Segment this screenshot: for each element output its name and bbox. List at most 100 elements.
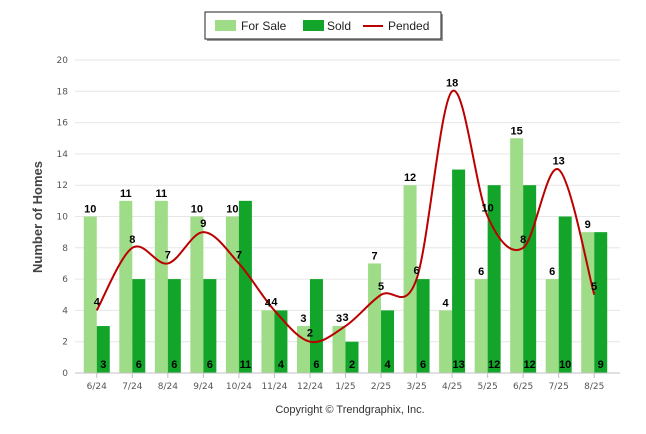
bar-sold — [167, 279, 181, 373]
x-tick-label: 3/25 — [406, 382, 426, 392]
x-tick-label: 10/24 — [226, 382, 252, 392]
data-label-pended: 7 — [165, 249, 171, 261]
data-label-for-sale: 4 — [265, 297, 272, 309]
data-label-for-sale: 6 — [478, 266, 484, 278]
bar-sold — [416, 279, 430, 373]
data-label-sold: 3 — [100, 359, 106, 371]
legend-label-pended: Pended — [388, 19, 429, 33]
data-label-sold: 12 — [524, 359, 536, 371]
bar-sold — [238, 200, 252, 373]
data-label-sold: 6 — [136, 359, 142, 371]
x-tick-label: 4/25 — [442, 382, 462, 392]
y-tick-label: 20 — [57, 56, 69, 66]
y-tick-label: 10 — [57, 213, 69, 223]
x-tick-label: 9/24 — [193, 382, 213, 392]
bar-for-sale — [119, 200, 133, 373]
y-tick-label: 2 — [62, 338, 68, 348]
bar-for-sale — [368, 263, 382, 373]
y-tick-label: 12 — [57, 181, 68, 191]
bar-for-sale — [474, 279, 488, 373]
x-tick-label: 8/24 — [158, 382, 178, 392]
data-label-pended: 5 — [591, 281, 597, 293]
x-tick-label: 11/24 — [261, 382, 287, 392]
data-label-sold: 6 — [313, 359, 319, 371]
bar-for-sale — [403, 185, 417, 373]
bar-sold — [558, 216, 572, 373]
y-tick-label: 0 — [62, 369, 68, 379]
data-label-pended: 13 — [553, 156, 565, 168]
bar-for-sale — [510, 138, 524, 373]
data-label-pended: 4 — [94, 296, 101, 308]
legend-swatch-sold — [303, 20, 324, 31]
data-label-sold: 6 — [171, 359, 177, 371]
data-label-for-sale: 10 — [226, 204, 238, 216]
data-label-pended: 3 — [342, 312, 348, 324]
bar-for-sale — [581, 232, 595, 373]
bar-sold — [274, 310, 288, 373]
bar-sold — [203, 279, 217, 373]
data-label-pended: 18 — [446, 77, 458, 89]
y-tick-label: 8 — [62, 244, 68, 254]
bar-sold — [345, 341, 359, 373]
line-pended — [95, 89, 596, 344]
bar-for-sale — [261, 310, 275, 373]
bar-sold — [523, 185, 537, 373]
data-label-sold: 10 — [559, 359, 571, 371]
data-label-sold: 12 — [488, 359, 500, 371]
bar-for-sale — [225, 216, 239, 373]
data-label-sold: 2 — [349, 359, 355, 371]
x-tick-label: 12/24 — [297, 382, 323, 392]
x-tick-label: 7/24 — [122, 382, 142, 392]
y-axis-title: Number of Homes — [30, 161, 45, 273]
x-tick-label: 2/25 — [371, 382, 391, 392]
legend-label-for-sale: For Sale — [241, 19, 287, 33]
data-label-pended: 10 — [482, 203, 494, 215]
bar-for-sale — [545, 279, 559, 373]
bar-layer — [83, 138, 608, 373]
x-tick-label: 6/24 — [87, 382, 107, 392]
data-label-for-sale: 10 — [84, 204, 96, 216]
data-label-for-sale: 3 — [336, 313, 342, 325]
bar-for-sale — [332, 326, 346, 373]
bar-for-sale — [83, 216, 97, 373]
data-label-sold: 13 — [452, 359, 464, 371]
x-tick-label: 1/25 — [335, 382, 355, 392]
x-tick-label: 8/25 — [584, 382, 604, 392]
bar-sold — [96, 326, 110, 373]
data-label-for-sale: 12 — [404, 172, 416, 184]
data-label-sold: 4 — [278, 359, 285, 371]
data-label-for-sale: 6 — [549, 266, 555, 278]
y-tick-label: 18 — [57, 87, 69, 97]
legend: For Sale Sold Pended — [204, 11, 443, 41]
data-label-for-sale: 11 — [120, 188, 132, 200]
data-label-sold: 11 — [240, 359, 252, 371]
y-tick-label: 4 — [62, 306, 68, 316]
bar-sold — [594, 232, 608, 373]
y-tick-label: 6 — [62, 275, 68, 285]
legend-swatch-for-sale — [215, 20, 236, 31]
bar-sold — [452, 169, 466, 373]
data-label-pended: 5 — [378, 281, 384, 293]
data-label-for-sale: 4 — [443, 297, 450, 309]
data-label-sold: 6 — [420, 359, 426, 371]
data-label-pended: 6 — [414, 265, 420, 277]
data-label-for-sale: 7 — [371, 250, 377, 262]
bar-sold — [487, 185, 501, 373]
x-tick-label: 6/25 — [513, 382, 533, 392]
data-label-sold: 6 — [207, 359, 213, 371]
legend-label-sold: Sold — [327, 19, 351, 33]
data-label-for-sale: 3 — [300, 313, 306, 325]
data-label-sold: 9 — [598, 359, 604, 371]
x-tick-label: 5/25 — [478, 382, 498, 392]
bar-sold — [381, 310, 395, 373]
data-label-pended: 2 — [307, 328, 313, 340]
data-label-pended: 8 — [129, 234, 135, 246]
data-label-pended: 9 — [200, 218, 206, 230]
bar-sold — [132, 279, 146, 373]
data-label-pended: 7 — [236, 249, 242, 261]
line-layer — [95, 89, 596, 344]
bar-for-sale — [190, 216, 204, 373]
bar-for-sale — [439, 310, 453, 373]
y-tick-label: 16 — [57, 119, 69, 129]
